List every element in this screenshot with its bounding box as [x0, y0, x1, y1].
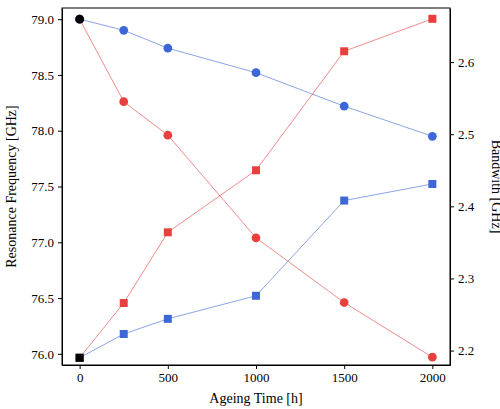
tick-label: 78.5: [31, 68, 54, 83]
marks: [75, 15, 436, 362]
tick-label: 78.0: [31, 123, 54, 138]
tick-mark: [58, 19, 62, 20]
tick-label: 2000: [420, 370, 446, 385]
x-axis-title: Ageing Time [h]: [209, 391, 302, 406]
tick-mark: [450, 62, 454, 63]
x-axis: 0 500 1000 1500 2000: [63, 365, 451, 385]
point: [252, 68, 261, 77]
tick-label: 500: [159, 370, 179, 385]
tick-label: 79.0: [31, 12, 54, 27]
point: [163, 44, 172, 53]
tick: 1500: [332, 365, 358, 385]
tick-label: 0: [77, 370, 84, 385]
point: [76, 354, 84, 362]
point: [428, 15, 436, 23]
tick: 2.3: [450, 271, 474, 286]
series: [75, 15, 84, 24]
tick-mark: [80, 365, 81, 369]
point: [340, 197, 348, 205]
series: [75, 15, 436, 362]
series-line: [80, 184, 433, 358]
series: [76, 15, 437, 362]
tick-mark: [58, 354, 62, 355]
point: [340, 298, 349, 307]
tick: 2.6: [450, 55, 475, 70]
point: [163, 131, 172, 140]
series: [75, 15, 436, 141]
point: [75, 15, 84, 24]
tick: 2.2: [450, 343, 474, 358]
series-line: [80, 19, 433, 357]
tick-label: 2.3: [458, 271, 474, 286]
tick-label: 77.0: [31, 235, 54, 250]
frame: [62, 8, 450, 365]
tick-mark: [256, 365, 257, 369]
point: [75, 15, 84, 24]
point: [119, 26, 128, 35]
point: [76, 354, 84, 362]
tick-mark: [450, 134, 454, 135]
tick: 78.0: [31, 123, 62, 138]
tick: 2.5: [450, 127, 474, 142]
tick-mark: [344, 365, 345, 369]
point: [120, 330, 128, 338]
point: [119, 97, 128, 106]
tick-label: 2.6: [458, 55, 475, 70]
tick: 76.5: [31, 291, 62, 306]
point: [340, 47, 348, 55]
point: [164, 228, 172, 236]
axis-line: [450, 9, 451, 366]
tick: 0: [77, 365, 84, 385]
point: [428, 353, 437, 362]
chart: 0 500 1000 1500 2000 76.0 76.5 77.0 77.5 78.0 78.5…: [0, 0, 500, 409]
tick-label: 1500: [332, 370, 358, 385]
tick: 79.0: [31, 12, 62, 27]
tick-mark: [58, 187, 62, 188]
point: [428, 132, 437, 141]
tick-mark: [432, 365, 433, 369]
point: [75, 15, 84, 24]
series: [76, 180, 437, 362]
point: [252, 233, 261, 242]
tick-label: 77.5: [31, 179, 54, 194]
tick-label: 76.0: [31, 347, 54, 362]
y2-axis: 2.2 2.3 2.4 2.5 2.6: [450, 9, 475, 366]
point: [252, 292, 260, 300]
series-line: [80, 19, 433, 136]
tick-mark: [168, 365, 169, 369]
tick: 500: [159, 365, 179, 385]
tick-mark: [450, 206, 454, 207]
tick-mark: [450, 351, 454, 352]
axis-line: [62, 9, 63, 366]
tick: 77.0: [31, 235, 62, 250]
tick: 2.4: [450, 199, 475, 214]
point: [164, 315, 172, 323]
tick: 1000: [244, 365, 270, 385]
tick-mark: [58, 75, 62, 76]
tick-mark: [58, 242, 62, 243]
point: [76, 354, 84, 362]
tick: 77.5: [31, 179, 62, 194]
point: [120, 299, 128, 307]
plot: 0 500 1000 1500 2000 76.0 76.5 77.0 77.5 78.0 78.5…: [31, 8, 475, 385]
tick-mark: [58, 131, 62, 132]
tick: 2000: [420, 365, 446, 385]
point: [428, 180, 436, 188]
series-line: [80, 19, 433, 358]
point: [252, 166, 260, 174]
y-axis: 76.0 76.5 77.0 77.5 78.0 78.5 79.0: [31, 9, 62, 366]
tick-mark: [450, 278, 454, 279]
tick-label: 2.4: [458, 199, 475, 214]
point: [340, 102, 349, 111]
series: [76, 354, 84, 362]
tick: 76.0: [31, 347, 62, 362]
tick-label: 2.2: [458, 343, 474, 358]
tick-mark: [58, 298, 62, 299]
tick-label: 1000: [244, 370, 270, 385]
y2-axis-title: Bandwith [GHz]: [489, 140, 500, 234]
y-axis-title: Resonance Frequency [GHz]: [4, 105, 19, 268]
tick-label: 76.5: [31, 291, 54, 306]
tick-label: 2.5: [458, 127, 474, 142]
tick: 78.5: [31, 68, 62, 83]
